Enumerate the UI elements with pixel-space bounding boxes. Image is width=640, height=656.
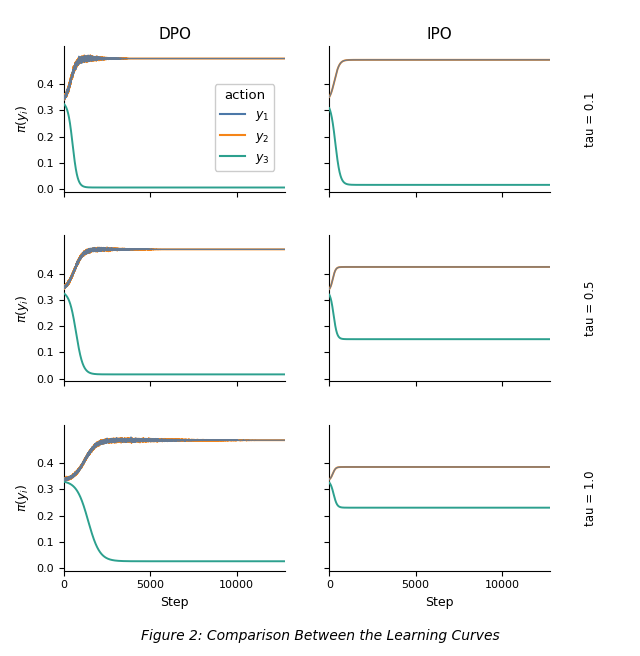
Text: tau = 0.5: tau = 0.5 [584,281,596,336]
Text: Figure 2: Comparison Between the Learning Curves: Figure 2: Comparison Between the Learnin… [141,628,499,643]
Title: DPO: DPO [158,27,191,42]
Legend: $y_1$, $y_2$, $y_3$: $y_1$, $y_2$, $y_3$ [215,84,275,171]
Text: tau = 1.0: tau = 1.0 [584,470,596,525]
Y-axis label: $\pi(y_i)$: $\pi(y_i)$ [14,104,31,133]
Title: IPO: IPO [427,27,452,42]
Text: tau = 0.1: tau = 0.1 [584,91,596,146]
Y-axis label: $\pi(y_i)$: $\pi(y_i)$ [14,294,31,323]
Y-axis label: $\pi(y_i)$: $\pi(y_i)$ [14,483,31,512]
X-axis label: Step: Step [160,596,189,609]
X-axis label: Step: Step [426,596,454,609]
